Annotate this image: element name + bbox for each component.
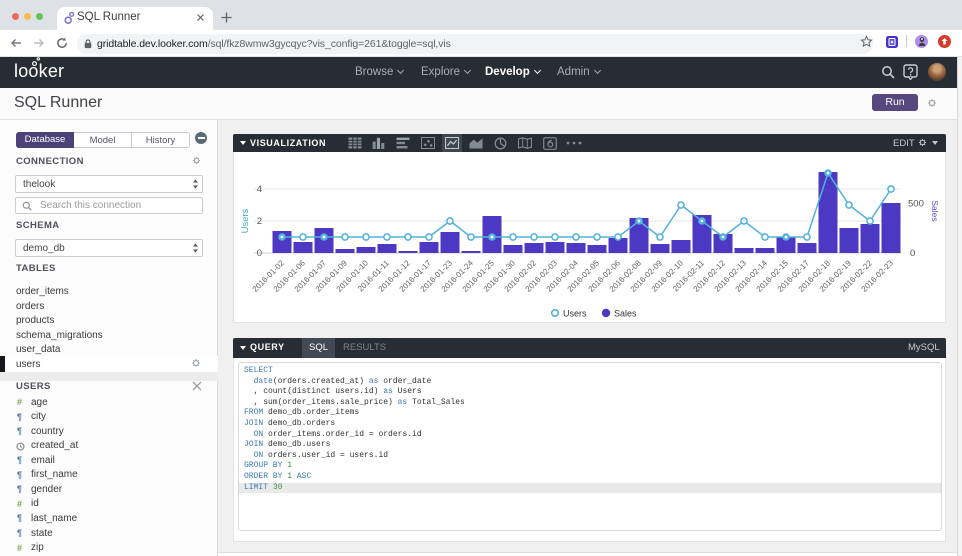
svg-text:0: 0 — [910, 248, 915, 259]
svg-text:0: 0 — [257, 248, 262, 259]
svg-text:500: 500 — [908, 199, 924, 210]
svg-text:Users: Users — [563, 309, 587, 319]
svg-text:Sales: Sales — [930, 200, 940, 221]
svg-text:2: 2 — [257, 216, 262, 227]
svg-text:Sales: Sales — [614, 309, 637, 319]
svg-text:Users: Users — [240, 208, 251, 233]
svg-text:4: 4 — [257, 184, 262, 195]
